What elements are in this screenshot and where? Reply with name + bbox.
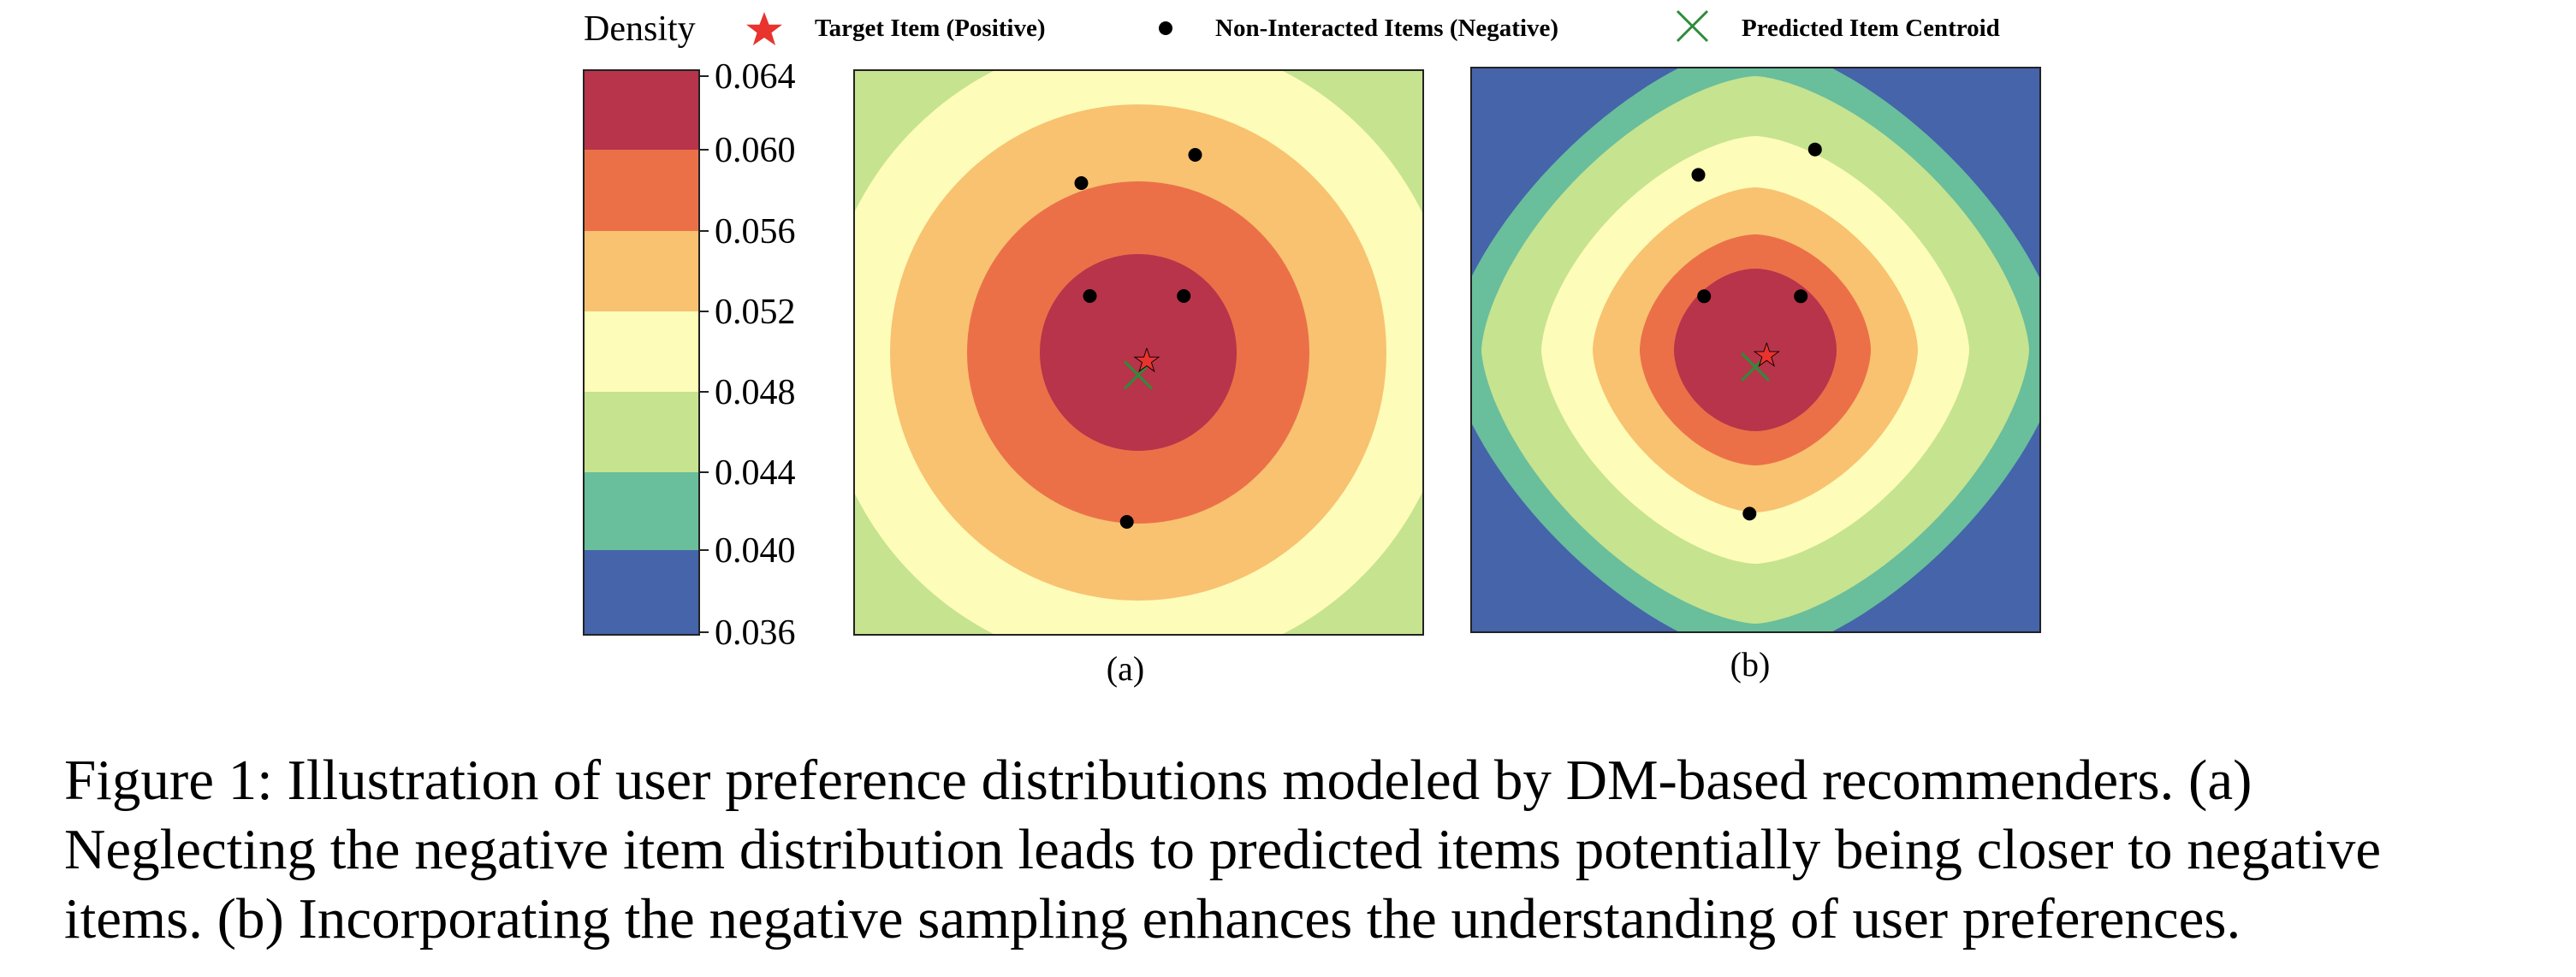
negative-item-dot [1807,142,1822,157]
colorbar-tick-label: 0.036 [715,613,796,653]
negative-item-dot [1177,289,1191,303]
legend-label-target: Target Item (Positive) [815,15,1046,42]
legend-star-marker [746,12,782,45]
negative-item-dot [1697,289,1712,304]
colorbar-band [584,150,699,231]
legend-dot-marker [1159,21,1172,35]
colorbar-band [584,472,699,550]
contour-panel-b: (b) [1470,67,2041,684]
figure: Density Target Item (Positive) Non-Inter… [583,9,2041,688]
caption-line: items. (b) Incorporating the negative sa… [64,887,2241,950]
caption-line: Figure 1: Illustration of user preferenc… [64,749,2253,812]
colorbar-band [584,392,699,472]
legend-label-centroid: Predicted Item Centroid [1742,15,2000,42]
colorbar-title: Density [584,9,696,49]
colorbar: 0.064 0.060 0.056 0.052 0.048 0.044 0.04… [583,57,796,653]
colorbar-band [584,70,699,150]
colorbar-tick-label: 0.056 [715,212,796,252]
negative-item-dot [1074,176,1089,190]
colorbar-tick-label: 0.048 [715,373,796,412]
colorbar-tick-label: 0.064 [715,57,796,97]
negative-item-dot [1083,289,1097,303]
colorbar-tick-label: 0.060 [715,131,796,170]
caption-line: Neglecting the negative item distributio… [64,818,2382,881]
colorbar-band [584,550,699,635]
contour-band [1674,269,1837,431]
negative-item-dot [1691,168,1706,182]
contour-panel-a: (a) [853,69,1424,688]
legend: Density Target Item (Positive) Non-Inter… [584,9,2000,49]
legend-x-marker [1676,9,1709,43]
legend-label-negative: Non-Interacted Items (Negative) [1215,15,1558,42]
negative-item-dot [1119,515,1134,529]
colorbar-ticks: 0.064 0.060 0.056 0.052 0.048 0.044 0.04… [699,57,796,653]
colorbar-tick-label: 0.044 [715,453,796,493]
colorbar-band [584,311,699,392]
figure-caption: Figure 1: Illustration of user preferenc… [64,746,2572,954]
panel-a-label: (a) [1107,649,1144,688]
colorbar-tick-label: 0.040 [715,531,796,571]
contour-band [1040,254,1237,451]
panel-b-label: (b) [1730,645,1771,684]
colorbar-tick-label: 0.052 [715,293,796,332]
negative-item-dot [1742,506,1757,521]
negative-item-dot [1188,148,1202,162]
colorbar-band [584,231,699,311]
negative-item-dot [1794,289,1808,304]
